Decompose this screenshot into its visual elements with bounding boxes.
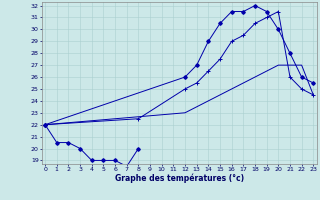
X-axis label: Graphe des températures (°c): Graphe des températures (°c) [115,173,244,183]
